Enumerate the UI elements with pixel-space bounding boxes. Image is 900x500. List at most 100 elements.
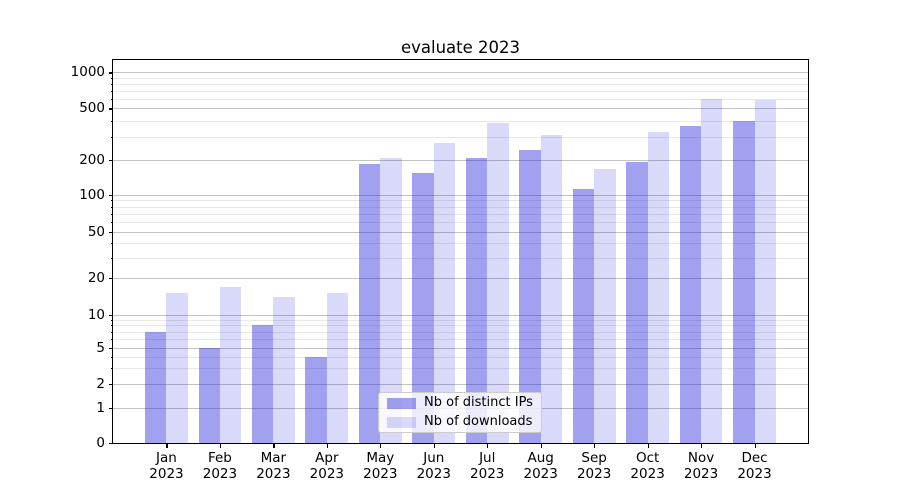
gridline-major — [113, 232, 808, 234]
y-minor-tick — [110, 243, 113, 245]
bar-distinct-ips — [252, 325, 274, 443]
y-tick-label: 2 — [96, 375, 105, 392]
gridline-minor — [113, 257, 808, 259]
x-tick — [273, 443, 275, 448]
y-minor-tick — [110, 121, 113, 123]
y-minor-tick — [110, 222, 113, 224]
bar-downloads — [647, 131, 669, 443]
x-tick — [540, 443, 542, 448]
x-tick-label: Mar 2023 — [256, 450, 291, 482]
bar-downloads — [594, 168, 616, 443]
x-tick — [487, 443, 489, 448]
x-tick-label: Aug 2023 — [523, 450, 558, 482]
gridline-minor — [113, 331, 808, 333]
gridline-minor — [113, 367, 808, 369]
bar-distinct-ips — [412, 172, 434, 443]
y-tick-label: 200 — [79, 152, 105, 169]
x-tick — [326, 443, 329, 448]
x-tick-label: Feb 2023 — [202, 450, 238, 482]
chart-title: evaluate 2023 — [400, 38, 521, 57]
x-tick-label: Dec 2023 — [737, 450, 772, 482]
y-tick — [108, 194, 113, 196]
y-tick — [108, 408, 113, 410]
bar-downloads — [540, 135, 563, 443]
bar-downloads — [487, 123, 509, 443]
x-tick-label: Jul 2023 — [470, 450, 505, 482]
y-minor-tick — [110, 331, 113, 333]
y-tick-label: 20 — [87, 269, 105, 286]
x-tick-label: Jan 2023 — [149, 450, 184, 482]
y-minor-tick — [110, 200, 113, 202]
bar-distinct-ips — [733, 121, 755, 443]
y-tick-label: 100 — [79, 186, 105, 203]
x-tick-label: Oct 2023 — [630, 450, 665, 482]
bar-downloads — [380, 157, 402, 443]
bar-distinct-ips — [358, 164, 381, 443]
y-tick-label: 1000 — [70, 64, 105, 81]
y-minor-tick — [110, 77, 113, 79]
gridline-major — [113, 277, 808, 279]
gridline-minor — [113, 90, 808, 92]
y-minor-tick — [110, 319, 113, 321]
bar-distinct-ips — [519, 149, 541, 443]
bar-distinct-ips — [465, 157, 488, 443]
bar-distinct-ips — [305, 356, 327, 443]
y-tick-label: 0 — [96, 435, 105, 451]
y-tick — [108, 232, 113, 234]
gridline-minor — [113, 200, 808, 202]
gridline-major — [113, 72, 808, 74]
bar-downloads — [219, 286, 242, 443]
gridline-minor — [113, 98, 808, 100]
y-minor-tick — [110, 339, 113, 341]
bar-distinct-ips — [679, 126, 702, 443]
legend-label-distinct-ips: Nb of distinct IPs — [424, 395, 533, 410]
bar-downloads — [273, 296, 295, 443]
gridline-minor — [113, 222, 808, 224]
bar-downloads — [701, 98, 723, 443]
legend: Nb of distinct IPs Nb of downloads — [378, 392, 542, 433]
gridline-minor — [113, 356, 808, 358]
bar-downloads — [326, 293, 349, 443]
gridline-minor — [113, 339, 808, 341]
x-tick-label: Apr 2023 — [309, 450, 345, 482]
y-minor-tick — [110, 83, 113, 85]
y-tick-label: 500 — [79, 100, 105, 117]
plot-area — [113, 60, 808, 443]
gridline-minor — [113, 325, 808, 327]
bar-distinct-ips — [572, 189, 595, 443]
bar-downloads — [754, 99, 776, 443]
y-tick — [108, 72, 113, 74]
gridline-major — [113, 314, 808, 316]
y-minor-tick — [110, 137, 113, 139]
y-minor-tick — [110, 213, 113, 215]
bar-distinct-ips — [626, 161, 648, 443]
x-tick-label: Jun 2023 — [416, 450, 451, 482]
gridline-minor — [113, 319, 808, 321]
y-minor-tick — [110, 206, 113, 208]
y-minor-tick — [110, 356, 113, 358]
y-tick — [108, 314, 113, 316]
gridline-minor — [113, 121, 808, 123]
legend-row-downloads: Nb of downloads — [387, 414, 533, 430]
x-tick-label: Nov 2023 — [683, 450, 719, 482]
gridline-major — [113, 383, 808, 385]
x-tick — [433, 443, 435, 448]
y-tick-label: 10 — [87, 306, 105, 323]
y-tick-label: 1 — [96, 400, 105, 417]
bar-distinct-ips — [145, 331, 167, 443]
gridline-minor — [113, 77, 808, 79]
legend-swatch-distinct-ips — [387, 397, 416, 409]
y-tick — [108, 277, 113, 280]
gridline-minor — [113, 243, 808, 245]
x-tick — [594, 443, 596, 448]
x-tick — [166, 443, 168, 448]
gridline-minor — [113, 213, 808, 215]
y-minor-tick — [110, 325, 113, 327]
y-tick — [108, 160, 113, 162]
gridline-major — [113, 194, 808, 196]
x-tick-label: Sep 2023 — [576, 450, 612, 482]
y-minor-tick — [110, 98, 113, 100]
bar-downloads — [166, 293, 188, 443]
y-tick-label: 50 — [87, 224, 105, 241]
